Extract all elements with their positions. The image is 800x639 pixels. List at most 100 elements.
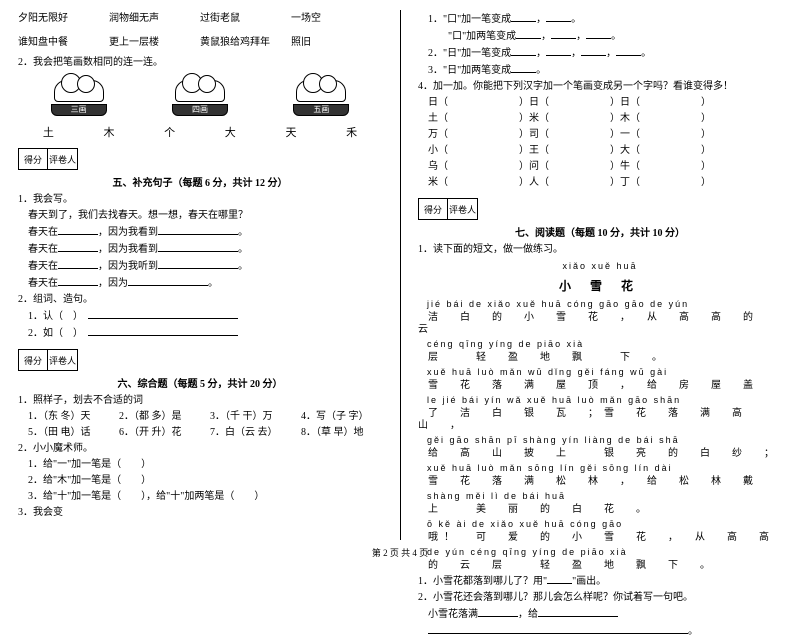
q6-3: 3．我会变 <box>18 506 382 520</box>
pair-cell: ）日（ <box>509 96 600 110</box>
pinyin-line: jié bái de xiǎo xuě huā cóng gāo gāo de … <box>418 298 782 310</box>
idiom-row-1: 夕阳无限好 润物细无声 过街老鼠 一场空 <box>18 12 382 26</box>
q7-sub2: 2．小雪花还会落到哪儿？那儿会怎么样呢？你试着写一句吧。 <box>418 591 782 605</box>
plate-label: 五画 <box>293 104 349 116</box>
text: 2．如（ ） <box>18 326 382 341</box>
text: 春天在，因为我听到。 <box>18 259 382 274</box>
plate-label: 四画 <box>172 104 228 116</box>
text: 2．"日"加一笔变成，，，。 <box>418 46 782 61</box>
column-divider <box>400 10 401 540</box>
pair-cell: ） <box>691 160 782 174</box>
char: 个 <box>164 124 175 140</box>
pair-cell: ）牛（ <box>600 160 691 174</box>
pair-cell: 米（ <box>418 176 509 190</box>
q7-sub1: 1．小雪花都落到哪儿了？用""画出。 <box>418 574 782 589</box>
score-label: 得分 <box>18 349 48 371</box>
section-6-title: 六、综合题（每题 5 分，共计 20 分） <box>18 375 382 390</box>
item: 4．写（子 字） <box>291 410 382 424</box>
score-box: 得分 评卷人 <box>418 198 782 220</box>
q6-2: 2．小小魔术师。 <box>18 442 382 456</box>
pair-cell: 万（ <box>418 128 509 142</box>
grader-label: 评卷人 <box>48 148 78 170</box>
text: 过街老鼠 <box>200 12 291 26</box>
pair-cell: 小（ <box>418 144 509 158</box>
text: 春天在，因为。 <box>18 276 382 291</box>
pair-cell: ）丁（ <box>600 176 691 190</box>
pair-cell: ）人（ <box>509 176 600 190</box>
left-column: 夕阳无限好 润物细无声 过街老鼠 一场空 谁知盘中餐 更上一层楼 黄鼠狼给鸡拜年… <box>0 0 400 540</box>
image-placeholder: 五画 <box>286 76 356 116</box>
pair-cell: ）大（ <box>600 144 691 158</box>
poem-body: jié bái de xiǎo xuě huā cóng gāo gāo de … <box>418 298 782 572</box>
pinyin-line: xuě huā luò mǎn sōng lín gěi sōng lín dà… <box>418 462 782 474</box>
item: 7．白（云 去） <box>200 426 291 440</box>
pair-cell: ）王（ <box>509 144 600 158</box>
score-box: 得分 评卷人 <box>18 148 382 170</box>
item: 3．（千 干）万 <box>200 410 291 424</box>
pair-cell: ） <box>691 176 782 190</box>
text: 润物细无声 <box>109 12 200 26</box>
image-placeholder: 四画 <box>165 76 235 116</box>
text: 1．"口"加一笔变成，。 <box>418 12 782 27</box>
text: 小雪花落满，给 <box>418 607 782 622</box>
char: 天 <box>285 124 296 140</box>
text: 黄鼠狼给鸡拜年 <box>200 36 291 50</box>
char: 禾 <box>346 124 357 140</box>
pair-cell: ）米（ <box>509 112 600 126</box>
hanzi-line: 层 轻 盈 地 飘 下 。 <box>418 352 782 364</box>
pair-cell: ）司（ <box>509 128 600 142</box>
pair-cell: ） <box>691 144 782 158</box>
page-footer: 第 2 页 共 4 页 <box>0 546 800 559</box>
grader-label: 评卷人 <box>48 349 78 371</box>
text: 。 <box>418 624 782 639</box>
q7-1: 1．读下面的短文，做一做练习。 <box>418 243 782 257</box>
char: 土 <box>43 124 54 140</box>
text: 春天在，因为我看到。 <box>18 225 382 240</box>
pinyin-line: gěi gāo shān pī shàng yín liàng de bái s… <box>418 434 782 446</box>
right-column: 1．"口"加一笔变成，。 "口"加两笔变成，，。 2．"日"加一笔变成，，，。 … <box>400 0 800 540</box>
poem-title: 小 雪 花 <box>418 277 782 294</box>
text: 1．给"一"加一笔是（ ） <box>18 458 382 472</box>
item: 6．（开 升）花 <box>109 426 200 440</box>
question-2: 2．我会把笔画数相同的连一连。 <box>18 56 382 70</box>
pinyin-line: le jié bái yín wǎ xuě huā luò mǎn gāo sh… <box>418 394 782 406</box>
text: 2．给"木"加一笔是（ ） <box>18 474 382 488</box>
char: 木 <box>103 124 114 140</box>
hanzi-line: 雪 花 落 满 屋 顶 ， 给 房 屋 盖 <box>418 380 782 392</box>
text: 3．给"十"加一笔是（ ），给"十"加两笔是（ ） <box>18 490 382 504</box>
pair-cell: ）日（ <box>600 96 691 110</box>
grader-label: 评卷人 <box>448 198 478 220</box>
image-placeholder: 三画 <box>44 76 114 116</box>
idiom-row-2: 谁知盘中餐 更上一层楼 黄鼠狼给鸡拜年 照旧 <box>18 36 382 50</box>
pair-cell: ）问（ <box>509 160 600 174</box>
pair-cell: 乌（ <box>418 160 509 174</box>
pair-cell: ） <box>691 128 782 142</box>
pinyin-line: shàng měi lì de bái huā <box>418 490 782 502</box>
pair-cell: ）木（ <box>600 112 691 126</box>
item-row: 1．（东 冬）天 2．（都 多）是 3．（千 干）万 4．写（子 字） <box>18 410 382 424</box>
title-pinyin: xiǎo xuě huā <box>418 259 782 273</box>
hanzi-line: 洁 白 的 小 雪 花 ， 从 高 高 的 云 <box>418 312 782 336</box>
text: 春天在，因为我看到。 <box>18 242 382 257</box>
hanzi-line: 哦！ 可 爱 的 小 雪 花 ， 从 高 高 <box>418 532 782 544</box>
plate-label: 三画 <box>51 104 107 116</box>
text: 春天到了，我们去找春天。想一想，春天在哪里？ <box>18 209 382 223</box>
score-label: 得分 <box>18 148 48 170</box>
q5-2: 2．组词、造句。 <box>18 293 382 307</box>
pair-cell: 土（ <box>418 112 509 126</box>
hanzi-line: 的 云 层 轻 盈 地 飘 下 。 <box>418 560 782 572</box>
hanzi-line: 了 洁 白 银 瓦 ；雪 花 落 满 高 山 ， <box>418 408 782 432</box>
char-pairs: 日（）日（）日（）土（）米（）木（）万（）司（）一（）小（）王（）大（）乌（）问… <box>418 96 782 190</box>
q5-1: 1．我会写。 <box>18 193 382 207</box>
item-row: 5．（田 电）话 6．（开 升）花 7．白（云 去） 8．（草 早）地 <box>18 426 382 440</box>
pair-cell: 日（ <box>418 96 509 110</box>
item: 2．（都 多）是 <box>109 410 200 424</box>
pinyin-line: céng qīng yíng de piāo xià <box>418 338 782 350</box>
text: 照旧 <box>291 36 382 50</box>
text: 一场空 <box>291 12 382 26</box>
char: 大 <box>225 124 236 140</box>
chars-row: 土 木 个 大 天 禾 <box>18 124 382 140</box>
pair-cell: ） <box>691 96 782 110</box>
section-7-title: 七、阅读题（每题 10 分，共计 10 分） <box>418 224 782 239</box>
item: 5．（田 电）话 <box>18 426 109 440</box>
